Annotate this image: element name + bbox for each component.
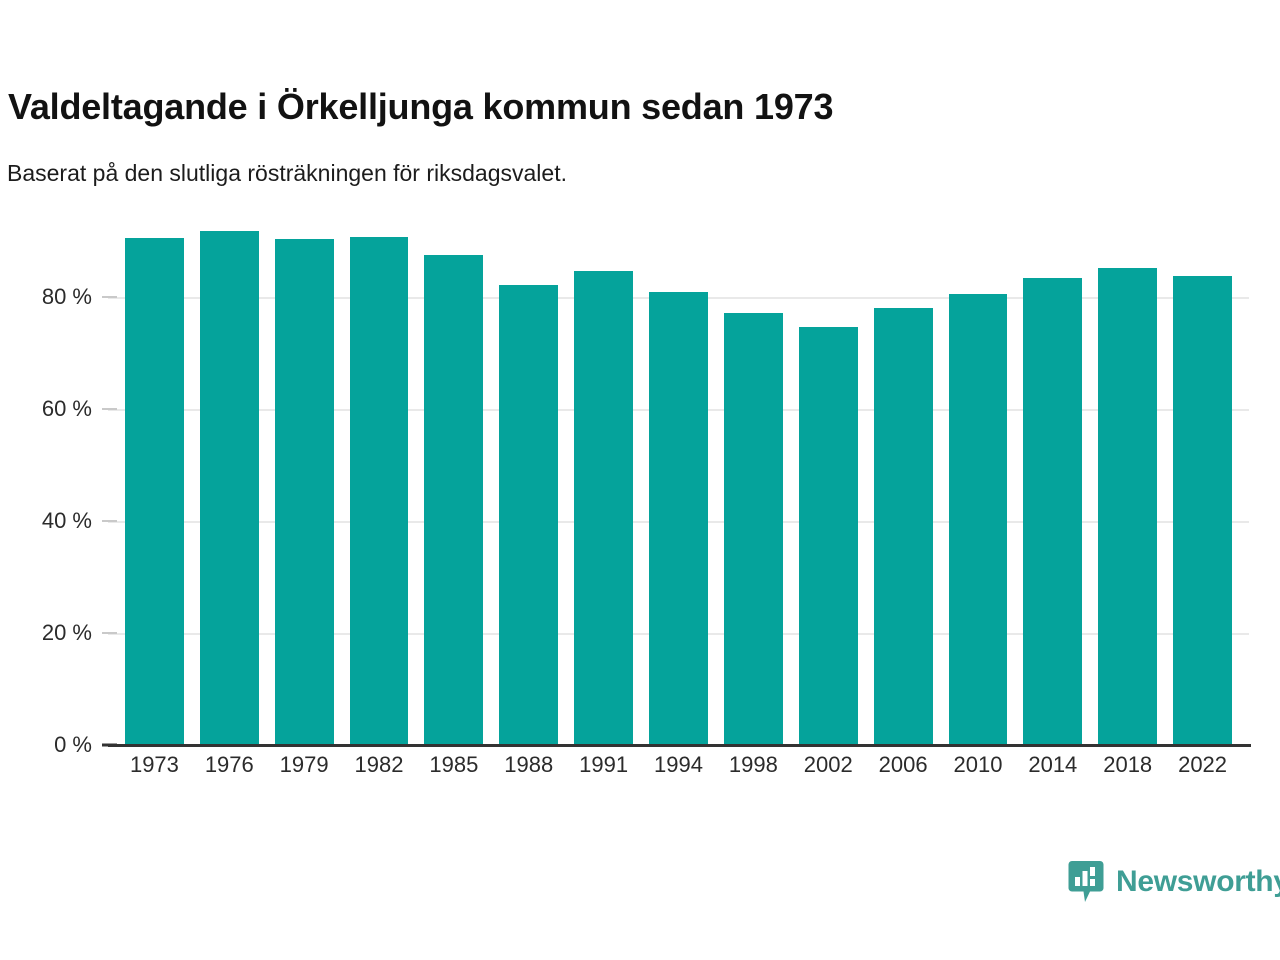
x-axis-tick-label: 2006 [878, 752, 928, 777]
page-subtitle: Baserat på den slutliga rösträkningen fö… [7, 160, 567, 186]
brand-name: Newsworthy [1116, 865, 1280, 898]
bar-slot [1090, 222, 1165, 745]
x-axis-labels: 1973 1976 1979 1982 1985 1988 1991 1994 1998 2002… [117, 752, 1240, 792]
x-axis-tick-label: 1988 [504, 752, 554, 777]
x-axis-tick-label: 1994 [654, 752, 703, 777]
bar-slot [791, 222, 866, 745]
bar[interactable] [798, 327, 858, 745]
x-axis-tick-label: 1982 [354, 752, 404, 777]
bar-slot [866, 222, 941, 745]
y-axis: 0 % 20 % 40 % 60 % 80 % [41, 284, 117, 757]
x-axis-tick-label: 1973 [129, 752, 179, 777]
bar[interactable] [574, 271, 634, 745]
x-axis-tick-label: 1976 [204, 752, 254, 777]
bar[interactable] [1098, 267, 1158, 745]
bar-slot [716, 222, 791, 745]
chart-plot: 0 % 20 % 40 % 60 % 80 % 1973 1976 1979 1982 1985… [41, 222, 1251, 792]
x-axis-tick-label: 1979 [279, 752, 329, 777]
bar[interactable] [948, 294, 1008, 745]
bar[interactable] [199, 230, 259, 745]
y-axis-tick-mark [102, 520, 117, 522]
x-axis-tick-label: 1985 [429, 752, 479, 777]
bar-slot [192, 222, 267, 745]
bar[interactable] [274, 238, 334, 745]
x-axis-tick-label: 2022 [1178, 752, 1228, 777]
plot-area [108, 222, 1249, 745]
bar-slot [267, 222, 342, 745]
bar-slot [416, 222, 491, 745]
x-axis-tick-label: 1998 [728, 752, 778, 777]
bar-series [117, 222, 1240, 745]
bar-slot [641, 222, 716, 745]
x-axis-tick-label: 2010 [953, 752, 1003, 777]
x-axis-tick-label: 2002 [803, 752, 853, 777]
bar[interactable] [499, 285, 559, 745]
bar-slot [117, 222, 192, 745]
bar[interactable] [723, 313, 783, 745]
brand-footer: Newsworthy [1068, 860, 1280, 904]
bar[interactable] [125, 238, 184, 745]
y-axis-tick-label: 40 % [41, 508, 92, 533]
y-axis-tick-label: 0 % [54, 732, 92, 757]
bar[interactable] [1023, 277, 1083, 745]
x-axis-tick-label: 2018 [1103, 752, 1153, 777]
x-axis-line [108, 744, 1251, 747]
x-axis-tick-label: 2014 [1028, 752, 1078, 777]
bar-slot [1165, 222, 1240, 745]
bar-slot [1015, 222, 1090, 745]
bar-slot [342, 222, 417, 745]
bar[interactable] [349, 237, 409, 745]
bar-slot [566, 222, 641, 745]
bar-slot [491, 222, 566, 745]
y-axis-tick-mark [102, 408, 117, 410]
x-axis-tick-label: 1991 [579, 752, 629, 777]
y-axis-tick-label: 60 % [41, 396, 92, 421]
y-axis-tick-label: 80 % [41, 284, 92, 309]
bar-chart-speech-bubble-icon [1068, 860, 1104, 904]
bar[interactable] [873, 308, 933, 745]
y-axis-tick-mark [102, 296, 117, 298]
bar-slot [941, 222, 1016, 745]
bar[interactable] [649, 291, 708, 745]
bar[interactable] [1173, 275, 1232, 745]
page-title: Valdeltagande i Örkelljunga kommun sedan… [8, 86, 834, 128]
y-axis-tick-mark [102, 632, 117, 634]
bar[interactable] [424, 255, 484, 745]
y-axis-tick-label: 20 % [41, 620, 92, 645]
